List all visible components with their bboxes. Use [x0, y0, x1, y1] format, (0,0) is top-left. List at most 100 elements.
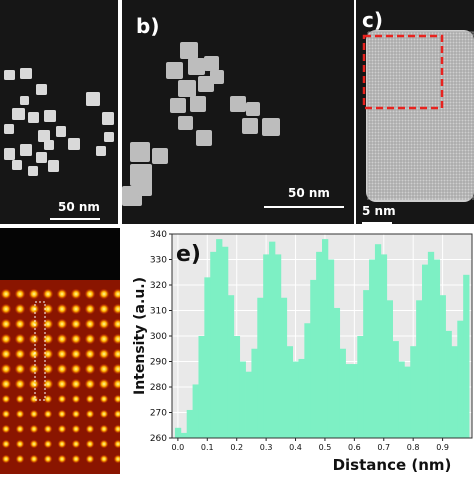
- atom-column: [57, 394, 67, 404]
- atom-column: [28, 303, 40, 315]
- atom-column: [28, 378, 40, 390]
- atom-column: [15, 409, 25, 419]
- nanocube: [12, 108, 25, 120]
- intensity-bar: [398, 361, 405, 438]
- intensity-bar: [298, 358, 305, 438]
- vacuum-region: [0, 228, 120, 280]
- atom-column: [71, 394, 81, 404]
- intensity-bar: [233, 336, 241, 438]
- intensity-profile-chart: 260 270 280 290 300 310 320 330 340 0.0 0.1 0.2 0.3 0…: [132, 230, 473, 474]
- atom-column: [98, 363, 110, 375]
- panel-c-scale-bar: [362, 222, 392, 224]
- atom-column: [56, 288, 68, 300]
- atom-column: [42, 348, 54, 360]
- y-tick-label: 340: [150, 230, 167, 240]
- intensity-bar: [457, 320, 464, 438]
- atom-column: [28, 363, 40, 375]
- atom-column: [57, 409, 67, 419]
- atom-column: [113, 454, 120, 464]
- intensity-bar: [274, 254, 282, 438]
- intensity-bar: [186, 409, 193, 438]
- intensity-bar: [427, 251, 435, 438]
- atom-column: [99, 439, 109, 449]
- atom-column: [98, 288, 110, 300]
- atom-column: [113, 439, 120, 449]
- panel-c-scale-label: 5 nm: [362, 204, 396, 218]
- atom-column: [84, 288, 96, 300]
- nanocube: [56, 126, 66, 137]
- atom-column: [57, 454, 67, 464]
- intensity-bar: [210, 251, 217, 438]
- nanocube: [230, 96, 246, 112]
- intensity-bar: [174, 427, 182, 438]
- atom-column: [84, 348, 96, 360]
- nanocube: [20, 96, 29, 105]
- intensity-bar: [327, 259, 335, 438]
- nanocube: [28, 112, 39, 123]
- atom-column: [99, 454, 109, 464]
- intensity-bar: [316, 251, 323, 438]
- atom-column: [112, 333, 120, 345]
- atom-column: [1, 439, 11, 449]
- nanocube: [180, 42, 198, 59]
- nanocube: [188, 58, 205, 75]
- atom-column: [0, 303, 12, 315]
- atom-column: [56, 363, 68, 375]
- intensity-bar: [310, 279, 317, 438]
- nanocube: [12, 160, 22, 170]
- panel-b-image: [122, 42, 280, 206]
- intensity-bar: [433, 259, 441, 438]
- nanocube: [196, 130, 212, 146]
- nanocube: [20, 144, 32, 156]
- atom-column: [113, 394, 120, 404]
- x-tick-label: 0.4: [289, 443, 302, 452]
- atom-column: [0, 333, 12, 345]
- atom-column: [112, 363, 120, 375]
- nanocube: [178, 116, 193, 130]
- intensity-bar: [292, 361, 299, 438]
- atom-column: [29, 424, 39, 434]
- intensity-bar: [216, 239, 223, 438]
- nanocube: [96, 146, 106, 156]
- y-tick-label: 280: [150, 383, 167, 393]
- intensity-bar: [345, 364, 352, 438]
- nanocube: [38, 130, 50, 142]
- atom-column: [14, 318, 26, 330]
- intensity-bar: [451, 346, 458, 438]
- panel-a-scale-bar: [50, 218, 100, 220]
- nanocube: [48, 160, 59, 172]
- atom-column: [1, 409, 11, 419]
- intensity-bar: [263, 254, 270, 438]
- plot-frame: [171, 233, 473, 439]
- atom-column: [70, 348, 82, 360]
- nanocube: [262, 118, 280, 136]
- intensity-bar: [374, 244, 382, 438]
- atom-column: [42, 288, 54, 300]
- atom-column: [98, 318, 110, 330]
- nanocube: [246, 102, 260, 116]
- atom-column: [112, 318, 120, 330]
- y-tick-label: 310: [150, 307, 167, 317]
- x-axis-label: Distance (nm): [333, 456, 452, 474]
- panel-c-image: [362, 30, 474, 202]
- atom-column: [113, 424, 120, 434]
- x-tick-label: 0.5: [319, 443, 332, 452]
- atom-column: [71, 454, 81, 464]
- intensity-bar: [410, 346, 417, 438]
- atom-column: [85, 454, 95, 464]
- atom-column: [14, 288, 26, 300]
- intensity-bar: [227, 295, 235, 438]
- x-tick-label: 0.1: [201, 443, 214, 452]
- atom-column: [14, 333, 26, 345]
- atom-column: [98, 333, 110, 345]
- intensity-bar: [351, 364, 358, 438]
- nanocube: [138, 182, 152, 196]
- nanocube: [102, 112, 114, 125]
- intensity-bar: [416, 300, 423, 438]
- intensity-bar: [439, 295, 446, 438]
- atom-column: [112, 288, 120, 300]
- atom-column: [56, 378, 68, 390]
- nanocube: [130, 164, 152, 186]
- atom-column: [70, 288, 82, 300]
- intensity-bar: [463, 274, 470, 438]
